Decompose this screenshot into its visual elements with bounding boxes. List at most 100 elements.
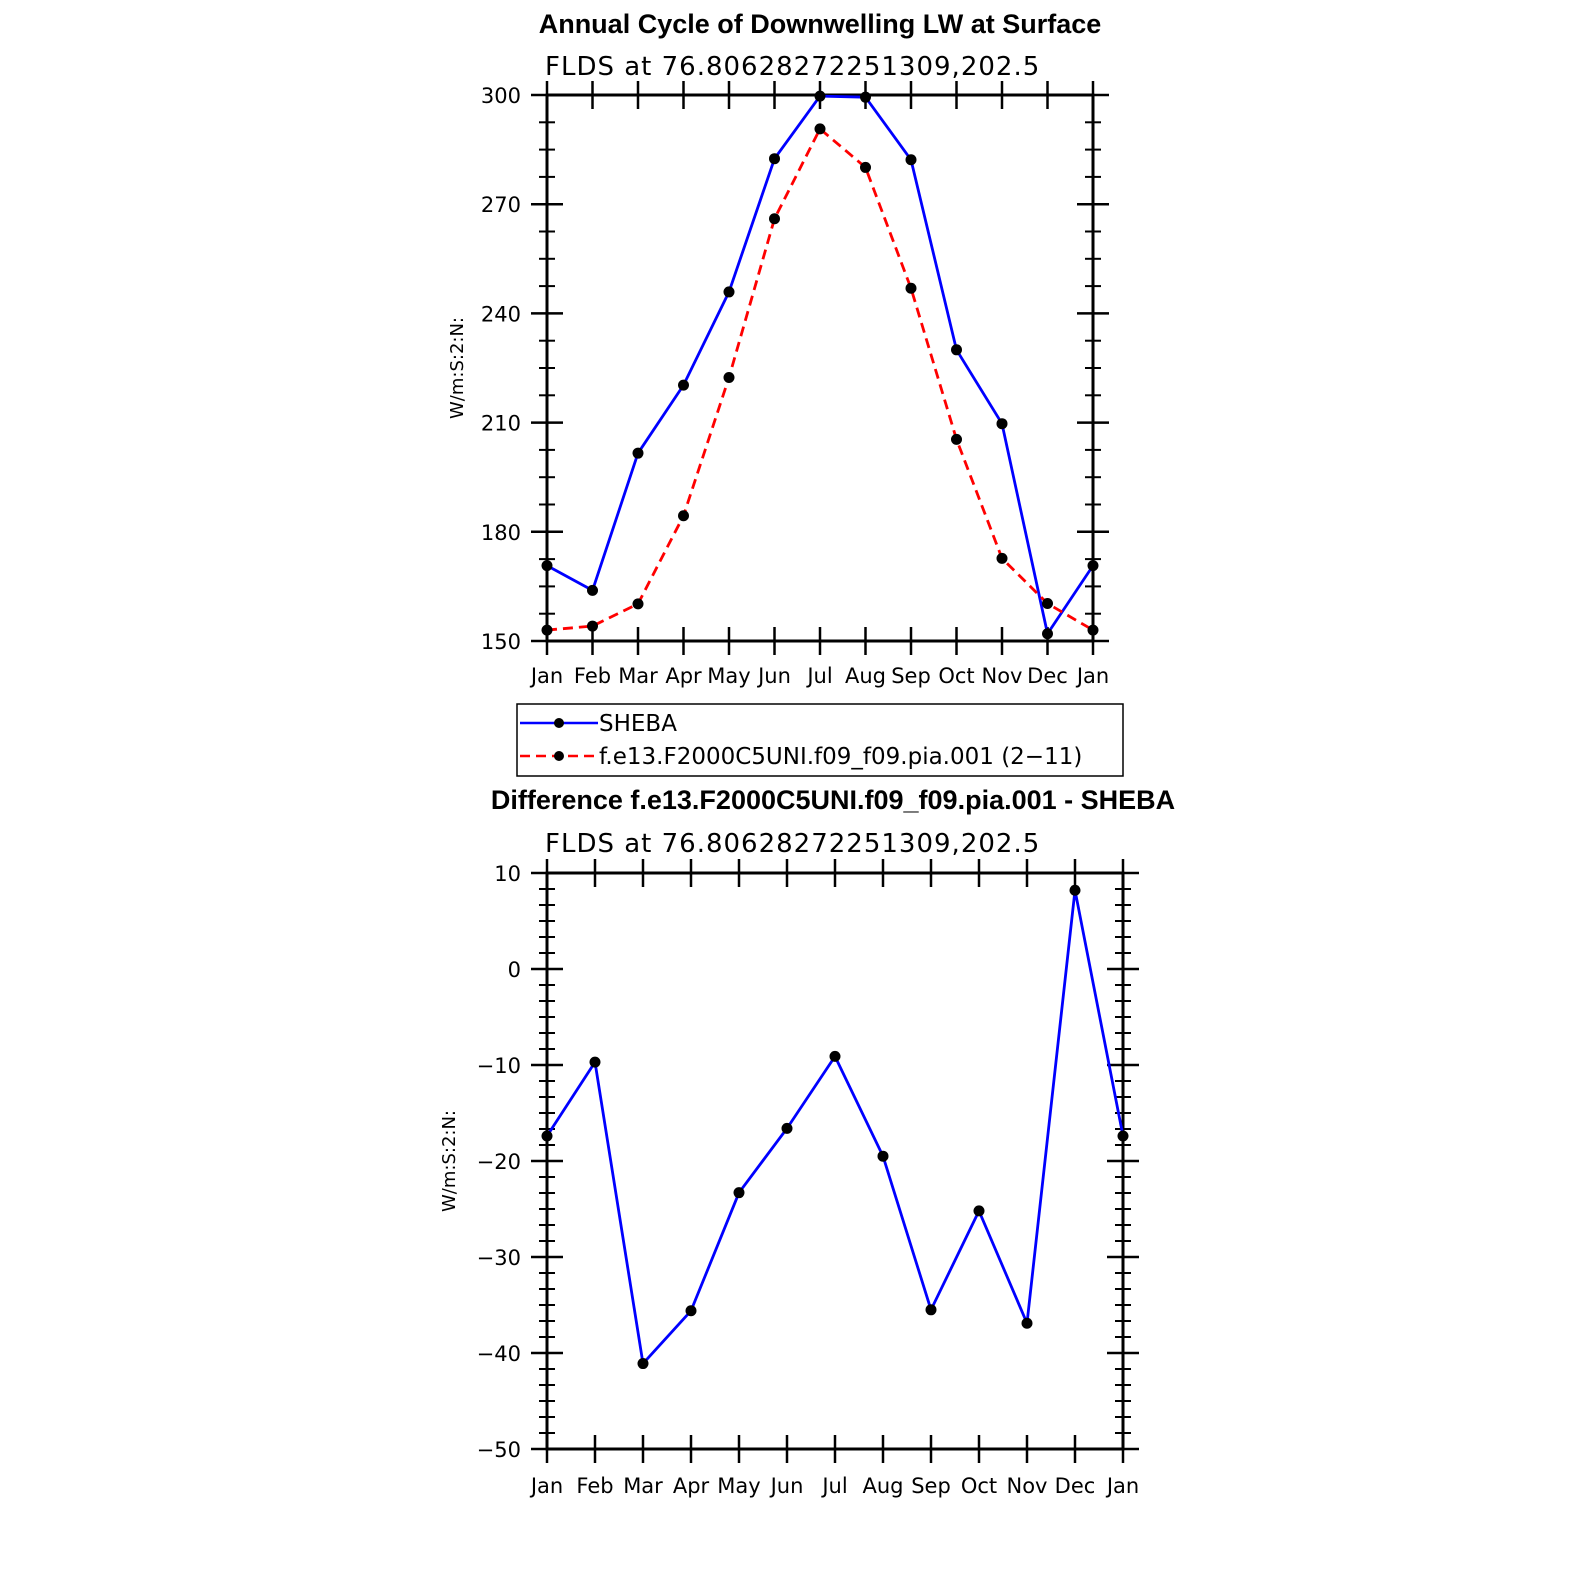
y-tick-label: 210 xyxy=(481,412,521,436)
data-point xyxy=(541,1130,553,1142)
x-tick-label: Feb xyxy=(576,1474,613,1498)
y-axis-label: W/m:S:2:N: xyxy=(447,317,468,419)
data-point xyxy=(733,1187,745,1199)
data-point xyxy=(877,1150,889,1162)
series-line-0 xyxy=(545,888,1125,1365)
data-point xyxy=(925,1304,937,1316)
x-axis-ticks: Jan Feb Mar Apr May Jun Jul Aug Sep Oct Nov Dec Jan xyxy=(529,81,1109,688)
y-tick-label: 0 xyxy=(508,958,521,982)
plot-frame xyxy=(545,93,1095,643)
y-tick-label: −20 xyxy=(477,1150,521,1174)
chart-title: Annual Cycle of Downwelling LW at Surfac… xyxy=(539,9,1102,39)
y-tick-label: −40 xyxy=(477,1342,521,1366)
series-lines xyxy=(541,90,1099,640)
data-point xyxy=(769,213,780,225)
data-point xyxy=(541,560,553,572)
x-tick-label: Jun xyxy=(756,664,791,688)
data-point xyxy=(685,1305,697,1317)
data-point xyxy=(829,1050,841,1062)
data-point xyxy=(637,1358,649,1370)
series-line-0 xyxy=(546,94,1095,636)
x-tick-label: Nov xyxy=(982,664,1023,688)
x-tick-label: Jul xyxy=(820,1474,847,1498)
difference-panel: Difference f.e13.F2000C5UNI.f09_f09.pia.… xyxy=(439,785,1175,1498)
data-point xyxy=(781,1122,793,1134)
legend-label-model: f.e13.F2000C5UNI.f09_f09.pia.001 (2−11) xyxy=(599,744,1082,770)
data-point xyxy=(860,161,871,173)
data-point xyxy=(678,510,689,522)
y-axis-ticks: 150 180 210 240 270 300 xyxy=(481,84,1109,654)
x-tick-label: Feb xyxy=(574,664,611,688)
data-point xyxy=(951,344,962,356)
y-axis-ticks: −50 −40 −30 −20 −10 0 10 xyxy=(477,862,1139,1462)
chart-subtitle: FLDS at 76.80628272251309,202.5 xyxy=(545,52,1040,82)
y-tick-label: 300 xyxy=(481,84,521,108)
data-point xyxy=(973,1205,985,1217)
x-tick-label: Dec xyxy=(1055,1474,1096,1498)
data-point xyxy=(632,447,644,459)
data-point xyxy=(769,153,780,165)
x-tick-label: Jan xyxy=(529,664,563,688)
x-axis-ticks: Jan Feb Mar Apr May Jun Jul Aug Sep Oct Nov Dec Jan xyxy=(529,859,1139,1498)
data-point xyxy=(589,1056,601,1068)
legend-entry-model: f.e13.F2000C5UNI.f09_f09.pia.001 (2−11) xyxy=(520,744,1082,770)
x-tick-label: Mar xyxy=(618,664,658,688)
data-point xyxy=(1021,1317,1033,1329)
data-point xyxy=(541,624,553,636)
x-tick-label: May xyxy=(717,1474,760,1498)
x-tick-label: Mar xyxy=(623,1474,663,1498)
data-point xyxy=(1087,560,1099,572)
data-point xyxy=(723,286,735,298)
y-tick-label: 150 xyxy=(481,630,521,654)
x-tick-label: Aug xyxy=(845,664,886,688)
x-tick-label: Apr xyxy=(665,664,702,688)
data-point xyxy=(723,371,735,383)
x-tick-label: Nov xyxy=(1007,1474,1048,1498)
series-line-1 xyxy=(546,127,1094,632)
data-point xyxy=(1042,598,1053,610)
data-point xyxy=(1042,628,1053,640)
chart-subtitle: FLDS at 76.80628272251309,202.5 xyxy=(545,829,1040,859)
x-tick-label: Jan xyxy=(529,1474,563,1498)
x-tick-label: Jan xyxy=(1105,1474,1139,1498)
y-tick-label: 240 xyxy=(481,302,521,326)
data-point xyxy=(860,91,871,103)
y-tick-label: −50 xyxy=(477,1438,521,1462)
data-point xyxy=(1087,624,1099,636)
y-axis-label: W/m:S:2:N: xyxy=(439,1110,460,1212)
data-point xyxy=(905,154,917,166)
y-tick-label: −30 xyxy=(477,1246,521,1270)
x-tick-label: Aug xyxy=(862,1474,903,1498)
data-point xyxy=(905,282,917,294)
y-tick-label: −10 xyxy=(477,1054,521,1078)
data-point xyxy=(1117,1130,1129,1142)
y-tick-label: 180 xyxy=(481,521,521,545)
x-tick-label: Apr xyxy=(673,1474,710,1498)
x-tick-label: Jul xyxy=(805,664,832,688)
annual-cycle-panel: Annual Cycle of Downwelling LW at Surfac… xyxy=(447,9,1124,777)
legend: SHEBA f.e13.F2000C5UNI.f09_f09.pia.001 (… xyxy=(516,703,1124,777)
legend-marker-model xyxy=(554,751,564,761)
x-tick-label: Sep xyxy=(911,1474,951,1498)
x-tick-label: Jun xyxy=(769,1474,804,1498)
legend-label-sheba: SHEBA xyxy=(599,711,677,737)
x-tick-label: Dec xyxy=(1027,664,1068,688)
data-point xyxy=(678,379,689,391)
x-tick-label: Sep xyxy=(891,664,931,688)
data-point xyxy=(814,123,826,135)
legend-marker-sheba xyxy=(554,718,564,728)
y-tick-label: 10 xyxy=(494,862,521,886)
x-tick-label: Jan xyxy=(1075,664,1109,688)
plot-frame xyxy=(545,871,1125,1451)
data-point xyxy=(587,584,598,596)
chart-title: Difference f.e13.F2000C5UNI.f09_f09.pia.… xyxy=(491,785,1175,815)
data-point xyxy=(1069,884,1081,896)
data-point xyxy=(587,620,598,632)
x-tick-label: Oct xyxy=(938,664,974,688)
data-point xyxy=(996,418,1008,430)
data-point xyxy=(996,552,1008,564)
series-lines xyxy=(541,884,1129,1370)
x-tick-label: May xyxy=(707,664,750,688)
data-point xyxy=(814,90,826,102)
